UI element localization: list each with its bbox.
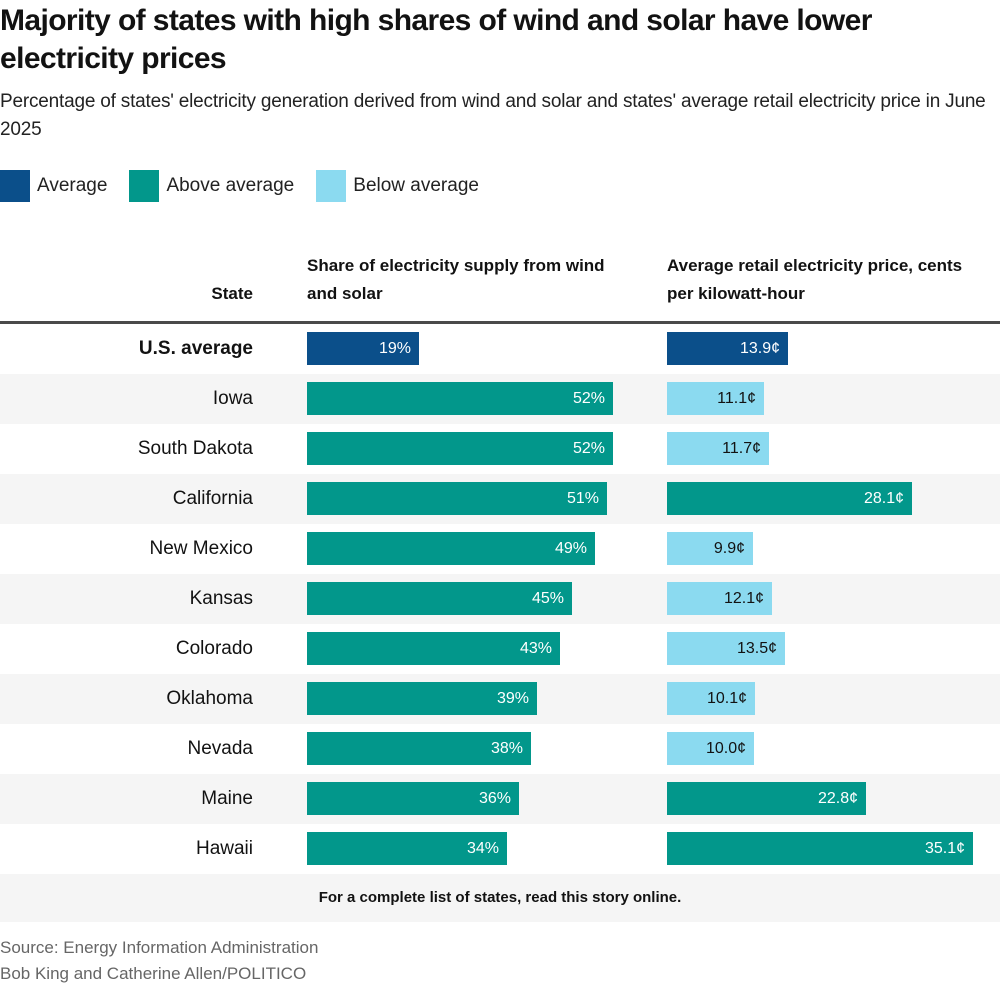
table-row: South Dakota 52% 11.7¢ (0, 424, 1000, 474)
state-label: U.S. average (138, 338, 253, 359)
table-row: California 51% 28.1¢ (0, 474, 1000, 524)
legend-item-below-average: Below average (316, 170, 479, 202)
share-value-label: 36% (478, 790, 511, 807)
share-bar: 38% (307, 732, 531, 765)
state-label: Colorado (175, 638, 253, 659)
table-header: State Share of electricity supply from w… (0, 252, 1000, 322)
price-bar: 35.1¢ (667, 832, 973, 865)
column-header-price: Average retail electricity price, cents … (667, 256, 963, 303)
price-value-label: 10.0¢ (705, 740, 746, 757)
share-bar: 52% (307, 432, 613, 465)
share-bar: 52% (307, 382, 613, 415)
share-bar: 19% (307, 332, 419, 365)
share-value-label: 38% (490, 740, 523, 757)
chart-title: Majority of states with high shares of w… (0, 4, 872, 75)
share-value-label: 19% (378, 340, 411, 357)
share-bar: 51% (307, 482, 607, 515)
state-label: Hawaii (195, 838, 253, 859)
legend: Average Above average Below average (0, 170, 501, 202)
share-value-label: 51% (566, 490, 599, 507)
table-row: Maine 36% 22.8¢ (0, 774, 1000, 824)
chart-subtitle: Percentage of states' electricity genera… (0, 91, 986, 140)
share-bar: 49% (307, 532, 595, 565)
legend-item-above-average: Above average (129, 170, 294, 202)
price-bar: 22.8¢ (667, 782, 866, 815)
share-bar: 43% (307, 632, 560, 665)
legend-swatch-average (0, 170, 30, 202)
price-value-label: 11.1¢ (717, 390, 756, 407)
share-value-label: 39% (496, 690, 529, 707)
share-value-label: 45% (531, 590, 564, 607)
price-bar: 9.9¢ (667, 532, 753, 565)
price-value-label: 10.1¢ (706, 690, 747, 707)
table-row: Kansas 45% 12.1¢ (0, 574, 1000, 624)
price-bar: 11.7¢ (667, 432, 769, 465)
legend-item-average: Average (0, 170, 107, 202)
share-value-label: 52% (572, 440, 605, 457)
table-row: Hawaii 34% 35.1¢ (0, 824, 1000, 874)
state-label: Maine (201, 788, 253, 809)
table-row: Nevada 38% 10.0¢ (0, 724, 1000, 774)
price-bar: 28.1¢ (667, 482, 912, 515)
price-bar: 13.9¢ (667, 332, 788, 365)
footer-note: For a complete list of states, read this… (0, 874, 1000, 922)
price-value-label: 13.9¢ (739, 340, 780, 357)
table-row: Oklahoma 39% 10.1¢ (0, 674, 1000, 724)
legend-label: Below average (353, 175, 479, 196)
table-row: Colorado 43% 13.5¢ (0, 624, 1000, 674)
state-label: Kansas (189, 588, 253, 609)
column-header-share: Share of electricity supply from wind an… (307, 256, 605, 303)
header-divider (0, 321, 1000, 324)
price-value-label: 11.7¢ (722, 440, 761, 457)
share-bar: 45% (307, 582, 572, 615)
table-row-us-average: U.S. average 19% 13.9¢ (0, 324, 1000, 374)
state-label: Oklahoma (166, 688, 253, 709)
price-value-label: 12.1¢ (723, 590, 764, 607)
chart-rows: U.S. average 19% 13.9¢ Iowa 52% 11.1¢ South Da… (0, 324, 1000, 874)
table-row: New Mexico 49% 9.9¢ (0, 524, 1000, 574)
price-bar: 13.5¢ (667, 632, 785, 665)
share-bar: 36% (307, 782, 519, 815)
price-bar: 12.1¢ (667, 582, 772, 615)
price-value-label: 9.9¢ (713, 540, 745, 557)
source-note: Source: Energy Information Administratio… (0, 938, 319, 957)
state-label: Nevada (187, 738, 254, 759)
legend-swatch-below-average (316, 170, 347, 202)
price-bar: 10.1¢ (667, 682, 755, 715)
share-value-label: 43% (519, 640, 552, 657)
price-value-label: 28.1¢ (863, 490, 904, 507)
share-value-label: 34% (466, 840, 499, 857)
price-value-label: 22.8¢ (817, 790, 858, 807)
price-value-label: 13.5¢ (736, 640, 777, 657)
price-bar: 11.1¢ (667, 382, 764, 415)
price-bar: 10.0¢ (667, 732, 754, 765)
column-header-state: State (211, 284, 253, 303)
state-label: New Mexico (149, 538, 253, 559)
state-label: California (172, 488, 253, 509)
credit-note: Bob King and Catherine Allen/POLITICO (0, 964, 307, 983)
legend-swatch-above-average (129, 170, 160, 202)
price-value-label: 35.1¢ (924, 840, 965, 857)
legend-label: Average (37, 175, 108, 196)
share-value-label: 52% (572, 390, 605, 407)
state-label: Iowa (212, 388, 253, 409)
legend-label: Above average (166, 175, 295, 196)
state-label: South Dakota (137, 438, 253, 459)
table-row: Iowa 52% 11.1¢ (0, 374, 1000, 424)
share-bar: 39% (307, 682, 537, 715)
share-value-label: 49% (554, 540, 587, 557)
share-bar: 34% (307, 832, 507, 865)
